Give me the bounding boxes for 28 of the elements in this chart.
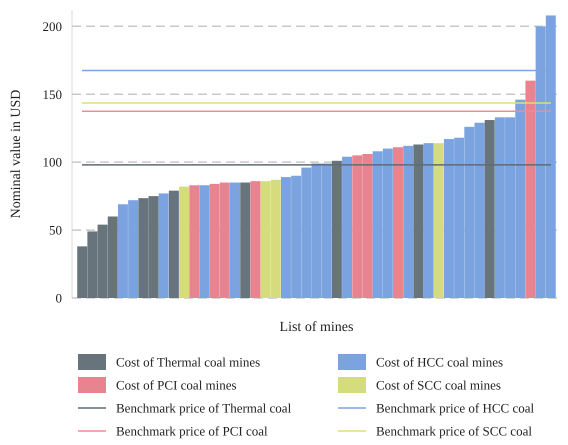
y-tick-label: 200 xyxy=(42,18,62,34)
bar xyxy=(393,147,403,298)
bar xyxy=(434,143,444,298)
y-tick-label: 100 xyxy=(42,154,62,170)
legend-label: Cost of HCC coal mines xyxy=(376,354,504,370)
legend-label: Benchmark price of Thermal coal xyxy=(116,400,292,416)
x-axis-title: List of mines xyxy=(280,320,354,335)
y-tick-label: 50 xyxy=(49,222,62,238)
bar xyxy=(240,182,250,298)
legend-label: Benchmark price of SCC coal xyxy=(376,424,532,439)
bar xyxy=(158,193,169,298)
y-tick-label: 150 xyxy=(42,86,62,102)
bar xyxy=(403,146,414,298)
y-axis-title: Nominal value in USD xyxy=(9,90,24,218)
legend-label: Cost of PCI coal mines xyxy=(116,378,237,393)
bar xyxy=(168,190,179,298)
bar xyxy=(342,156,352,298)
bar xyxy=(424,143,434,298)
y-tick-label: 0 xyxy=(56,290,62,306)
bar xyxy=(189,185,200,298)
bar xyxy=(179,186,190,298)
legend-label: Cost of SCC coal mines xyxy=(376,378,501,393)
bar xyxy=(250,181,260,298)
legend-label: Benchmark price of PCI coal xyxy=(116,424,268,439)
bar xyxy=(230,182,240,298)
legend-label: Cost of Thermal coal mines xyxy=(116,354,260,370)
legend-label: Benchmark price of HCC coal xyxy=(376,400,534,416)
bar xyxy=(199,185,210,298)
